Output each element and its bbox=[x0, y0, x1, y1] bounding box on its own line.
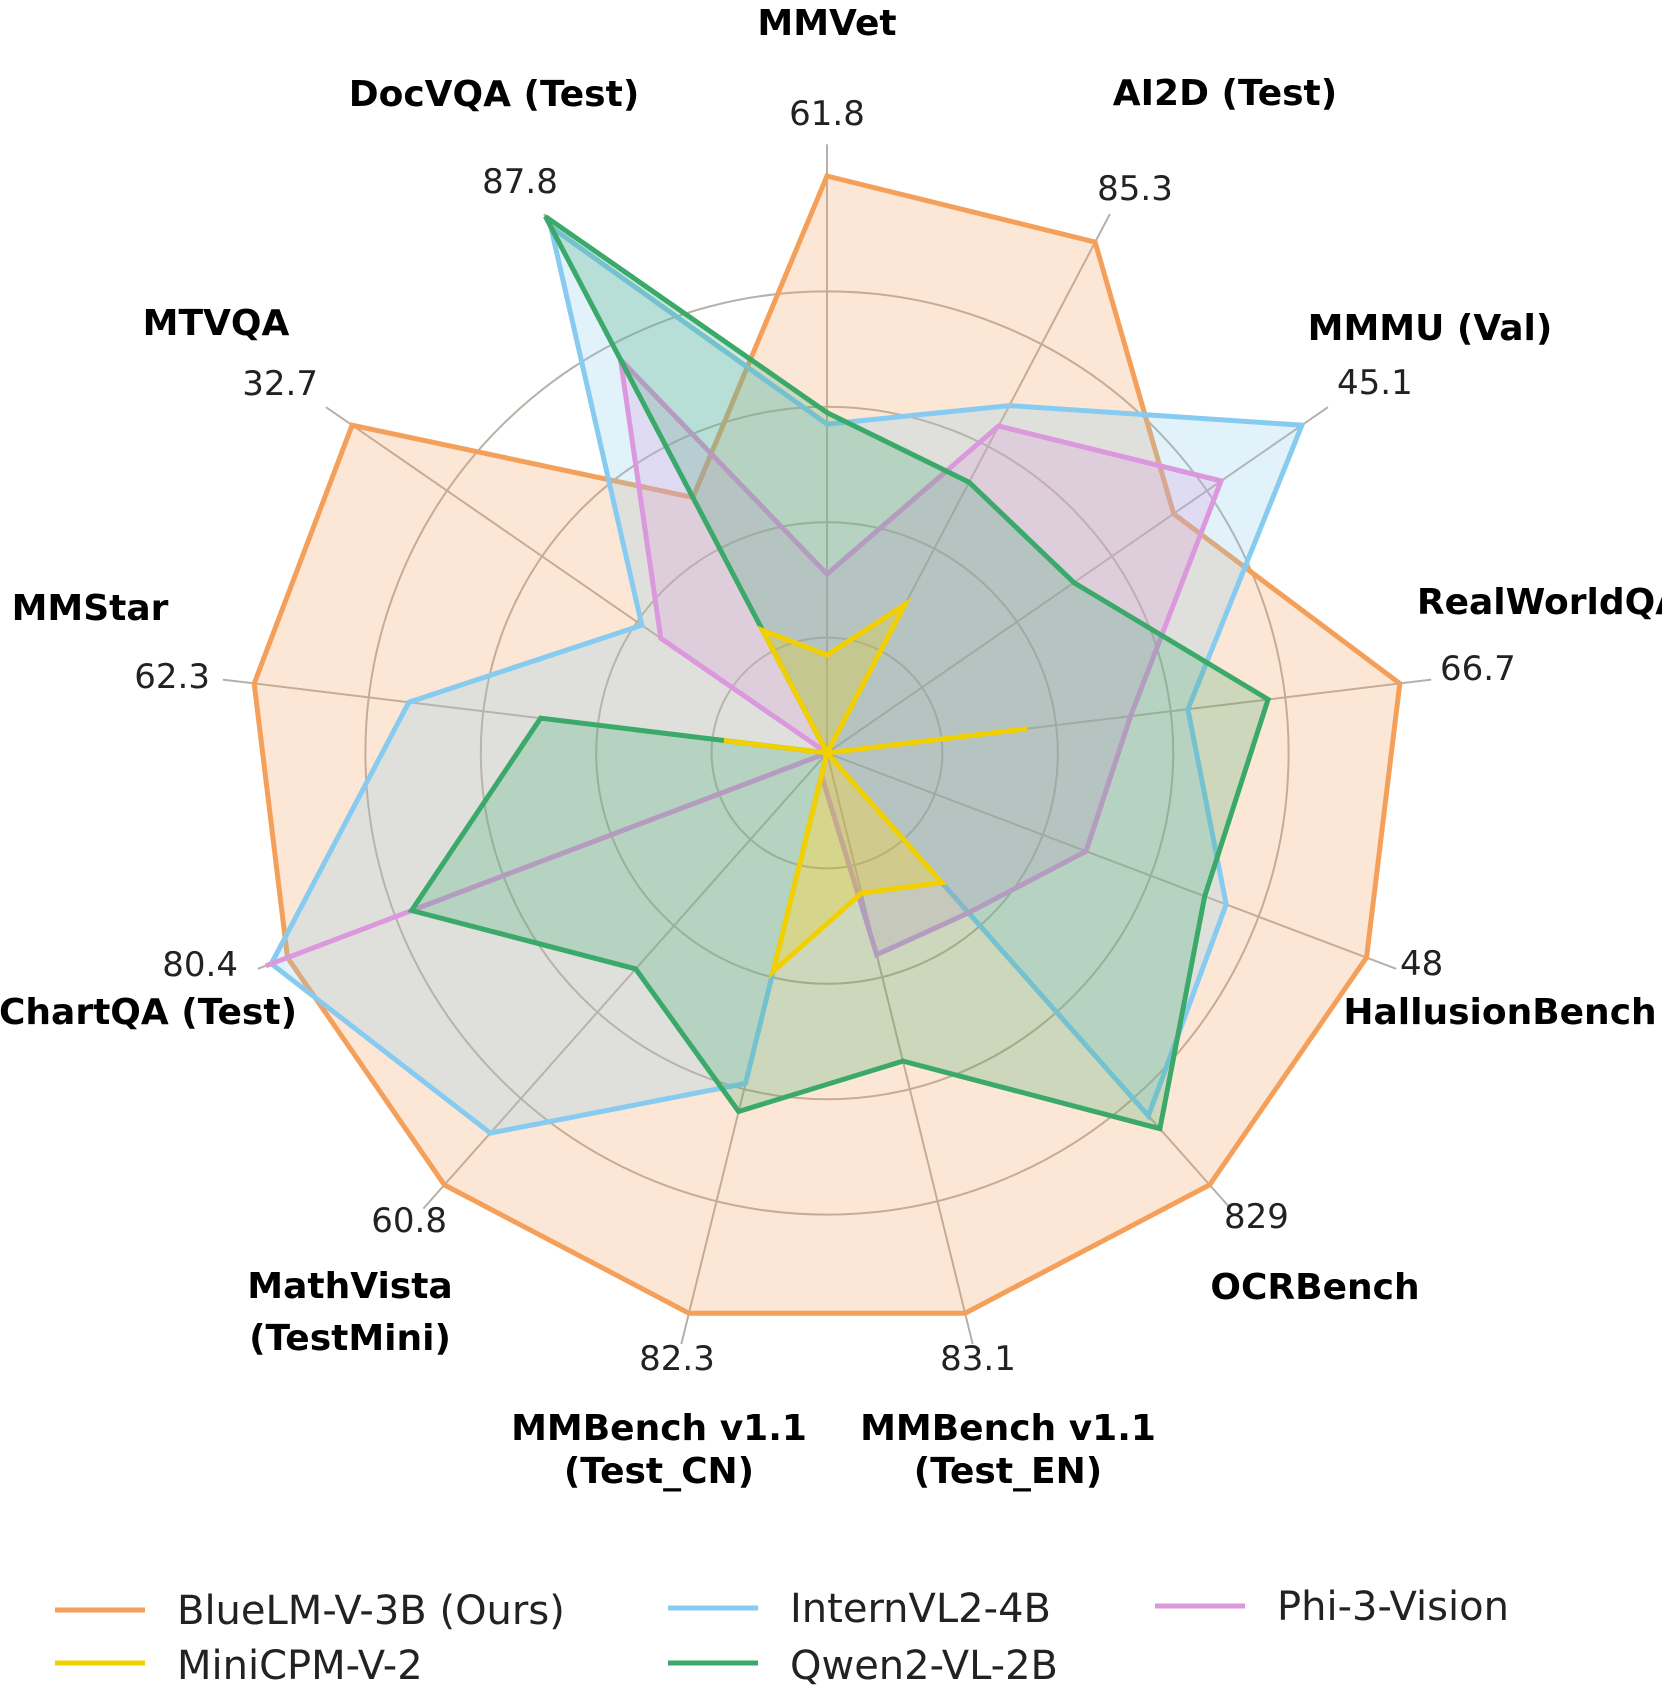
legend-label-minicpm: MiniCPM-V-2 bbox=[177, 1643, 423, 1689]
legend-label-qwen: Qwen2-VL-2B bbox=[790, 1643, 1058, 1689]
axis-title-ocrbench: OCRBench bbox=[1210, 1267, 1419, 1308]
legend-item-bluelm: BlueLM-V-3B (Ours) bbox=[55, 1588, 565, 1634]
spoke-mmmu-val bbox=[826, 406, 1329, 754]
axis-max-mmmu-val: 45.1 bbox=[1337, 363, 1413, 403]
axis-labels: 61.8 MMVet 85.3 AI2D (Test) 45.1 MMMU (Val) 66… bbox=[0, 3, 1662, 1492]
axis-title-mmmu-val: MMMU (Val) bbox=[1308, 308, 1553, 349]
axis-title-chartqa-test: ChartQA (Test) bbox=[0, 992, 297, 1033]
axis-max-mathvista-testmini: 60.8 bbox=[371, 1201, 447, 1241]
series-minicpm-v-2 bbox=[723, 597, 1028, 979]
axis-max-mmstar: 62.3 bbox=[134, 657, 210, 697]
radar-series bbox=[251, 173, 1403, 1316]
axis-title-mmbench-v1-1-test-cn-line1: MMBench v1.1 bbox=[511, 1408, 807, 1449]
axis-title-mmstar: MMStar bbox=[12, 588, 169, 629]
axis-max-ocrbench: 829 bbox=[1224, 1197, 1289, 1237]
legend-item-internvl: InternVL2-4B bbox=[668, 1586, 1051, 1632]
axis-title-realworldqa: RealWorldQA bbox=[1417, 582, 1662, 623]
legend-item-phi3: Phi-3-Vision bbox=[1155, 1584, 1509, 1630]
legend-item-qwen: Qwen2-VL-2B bbox=[668, 1643, 1058, 1689]
axis-title-docvqa-test: DocVQA (Test) bbox=[349, 74, 640, 115]
axis-max-chartqa-test: 80.4 bbox=[162, 945, 238, 985]
legend-item-minicpm: MiniCPM-V-2 bbox=[55, 1643, 423, 1689]
legend-label-bluelm: BlueLM-V-3B (Ours) bbox=[177, 1588, 565, 1634]
series-phi-3-vision bbox=[265, 352, 1225, 969]
axis-max-realworldqa: 66.7 bbox=[1440, 649, 1516, 689]
axis-title-mmvet: MMVet bbox=[757, 3, 896, 44]
axis-max-docvqa-test: 87.8 bbox=[482, 162, 558, 202]
legend: BlueLM-V-3B (Ours) InternVL2-4B Phi-3-Vi… bbox=[55, 1584, 1509, 1689]
axis-max-hallusionbench: 48 bbox=[1400, 944, 1443, 984]
axis-max-mtvqa: 32.7 bbox=[242, 364, 318, 404]
legend-label-internvl: InternVL2-4B bbox=[790, 1586, 1051, 1632]
axis-title-mmbench-v1-1-test-cn-line2: (Test_CN) bbox=[564, 1451, 754, 1492]
spoke-mmbench-v1-1-test-en bbox=[826, 752, 974, 1345]
axis-title-mathvista-testmini-line2: (TestMini) bbox=[249, 1318, 451, 1359]
legend-label-phi3: Phi-3-Vision bbox=[1277, 1584, 1509, 1630]
axis-title-mtvqa: MTVQA bbox=[143, 303, 290, 344]
axis-title-mathvista-testmini-line1: MathVista bbox=[247, 1266, 452, 1307]
axis-max-mmvet: 61.8 bbox=[789, 94, 865, 134]
spoke-hallusionbench bbox=[826, 752, 1397, 970]
axis-title-mmbench-v1-1-test-en-line1: MMBench v1.1 bbox=[860, 1408, 1156, 1449]
axis-title-mmbench-v1-1-test-en-line2: (Test_EN) bbox=[914, 1451, 1102, 1492]
axis-max-ai2d-test: 85.3 bbox=[1097, 169, 1173, 209]
axis-title-ai2d-test: AI2D (Test) bbox=[1113, 73, 1337, 114]
axis-max-mmbench-v1-1-test-en: 83.1 bbox=[940, 1339, 1016, 1379]
axis-max-mmbench-v1-1-test-cn: 82.3 bbox=[639, 1339, 715, 1379]
axis-title-hallusionbench: HallusionBench bbox=[1343, 992, 1656, 1033]
series-bluelm-v-3b-ours bbox=[251, 173, 1403, 1316]
